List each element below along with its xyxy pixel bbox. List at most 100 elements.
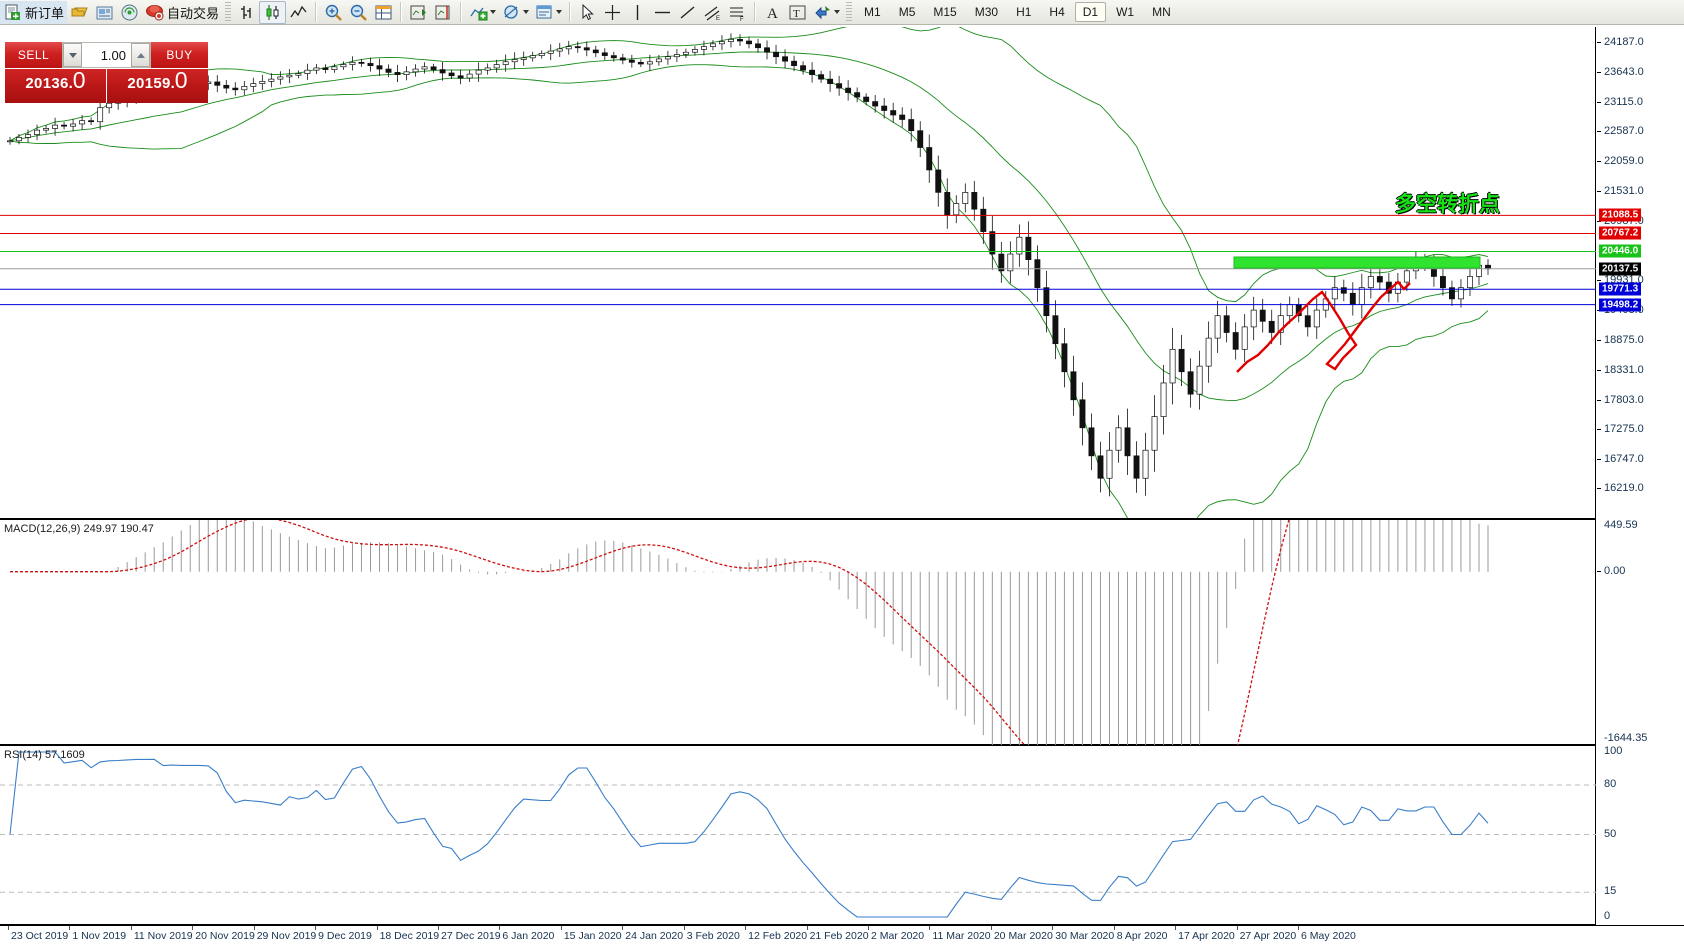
signal-button[interactable] (117, 1, 142, 24)
timeframe-h1[interactable]: H1 (1016, 5, 1032, 19)
auto-scroll-icon (410, 5, 427, 19)
chevron-down-icon[interactable] (490, 10, 497, 14)
sell-button[interactable]: SELL (5, 42, 62, 68)
chevron-down-icon[interactable] (523, 10, 530, 14)
vline-tool-button[interactable] (625, 1, 650, 24)
zoom-in-button[interactable] (321, 1, 346, 24)
chevron-up-icon (136, 52, 145, 58)
macd-histogram (117, 520, 1489, 745)
arrows-tool-button[interactable] (810, 1, 843, 24)
axis-tick (1597, 131, 1601, 133)
chart-shift-button[interactable] (431, 1, 456, 24)
crosshair-tool-button[interactable] (600, 1, 625, 24)
auto-scroll-button[interactable] (406, 1, 431, 24)
axis-tick (1597, 72, 1601, 74)
macd-axis-label: 449.59 (1604, 519, 1638, 531)
price-tag-support-blue[interactable]: 19771.3 (1599, 282, 1642, 296)
buy-price-decimal: 0 (174, 67, 188, 93)
fibonacci-tool-button[interactable]: F (725, 1, 750, 24)
time-axis-label: 27 Apr 2020 (1239, 930, 1297, 942)
price-axis-label: 18331.0 (1604, 364, 1644, 376)
time-tick (192, 926, 194, 930)
chevron-down-icon[interactable] (556, 10, 563, 14)
sell-price-display[interactable]: 20136 . 0 (5, 69, 106, 103)
text-icon: A (767, 6, 778, 22)
line-chart-button[interactable] (286, 1, 311, 24)
bar-chart-button[interactable] (234, 1, 259, 24)
rsi-line (9, 751, 1489, 918)
price-axis[interactable]: 24187.0 23643.0 23115.0 22587.0 22059.0 21531… (1597, 27, 1684, 519)
bollinger-band-lower (9, 64, 1489, 518)
autotrade-button[interactable]: 自动交易 (142, 1, 222, 24)
arrows-icon (815, 5, 831, 19)
timeframe-d1[interactable]: D1 (1074, 2, 1107, 22)
axis-tick (1597, 161, 1601, 163)
timeframe-mn[interactable]: MN (1152, 5, 1171, 19)
time-axis-label: 27 Dec 2019 (441, 930, 501, 942)
time-axis-label: 11 Mar 2020 (932, 930, 991, 942)
rsi-indicator-pane[interactable]: RSI(14) 57.1609 (0, 745, 1596, 925)
time-axis-label: 17 Apr 2020 (1178, 930, 1235, 942)
price-tag-resistance[interactable]: 20767.2 (1599, 226, 1642, 240)
price-axis-label: 23643.0 (1604, 66, 1644, 79)
lot-increment-button[interactable] (131, 43, 150, 67)
timeframe-m5[interactable]: M5 (898, 5, 916, 19)
axis-tick (1597, 488, 1601, 490)
trendline-tool-button[interactable] (675, 1, 700, 24)
time-axis-label: 18 Dec 2019 (379, 930, 440, 942)
zigzag-drawing (1236, 280, 1411, 373)
lot-size-input[interactable]: 1.00 (82, 43, 131, 67)
toolbar-grip[interactable] (225, 2, 232, 22)
macd-plot (10, 520, 1489, 745)
time-tick (990, 926, 992, 930)
hline-icon (655, 11, 671, 13)
text-tool-button[interactable]: A (760, 1, 785, 24)
price-tag-resistance[interactable]: 21088.5 (1599, 208, 1642, 222)
buy-price-dot: . (170, 75, 175, 92)
timeframe-grip[interactable] (846, 2, 853, 22)
cursor-tool-button[interactable] (575, 1, 600, 24)
price-tag-last-price[interactable]: 20137.5 (1599, 262, 1642, 276)
time-axis[interactable]: 23 Oct 2019 1 Nov 2019 11 Nov 2019 20 Nov 2… (0, 925, 1684, 945)
buy-button[interactable]: BUY (151, 42, 208, 68)
axis-tick (1597, 570, 1601, 572)
rsi-axis: 100 80 50 15 0 (1597, 745, 1684, 925)
timeframe-m30[interactable]: M30 (974, 5, 999, 19)
chart-annotation-text[interactable]: 多空转折点 (1395, 192, 1500, 216)
chevron-down-icon[interactable] (834, 10, 841, 14)
lot-decrement-button[interactable] (63, 43, 82, 67)
equidistant-channel-button[interactable]: E (700, 1, 725, 24)
price-tag-support-blue[interactable]: 19498.2 (1599, 298, 1642, 312)
candlestick-chart-button[interactable] (259, 0, 287, 24)
timeframe-h4[interactable]: H4 (1049, 5, 1065, 19)
objects-button[interactable] (499, 1, 532, 24)
buy-price-display[interactable]: 20159 . 0 (107, 69, 208, 103)
axis-tick (1597, 429, 1601, 431)
timeframe-w1[interactable]: W1 (1116, 5, 1135, 19)
news-button[interactable] (92, 1, 117, 24)
timeframe-m15[interactable]: M15 (933, 5, 957, 19)
text-label-tool-button[interactable]: T (785, 1, 810, 24)
main-price-chart[interactable] (0, 27, 1596, 519)
templates-button[interactable] (532, 1, 565, 24)
time-axis-label: 6 Jan 2020 (502, 930, 555, 942)
indicators-icon (470, 7, 488, 20)
chevron-down-icon (68, 52, 77, 58)
price-tag-support-green[interactable]: 20446.0 (1599, 244, 1642, 258)
time-axis-label: 30 Mar 2020 (1055, 930, 1115, 942)
zoom-out-button[interactable] (346, 1, 371, 24)
buy-price-main: 20159 (127, 75, 171, 92)
axis-tick (1597, 280, 1601, 282)
hline-tool-button[interactable] (650, 1, 675, 24)
lot-size-stepper[interactable]: 1.00 (62, 42, 151, 68)
timeframe-m1[interactable]: M1 (864, 5, 881, 19)
data-window-button[interactable] (371, 1, 396, 24)
autotrade-icon (146, 4, 164, 20)
indicators-button[interactable] (466, 1, 499, 24)
one-click-trading-panel: SELL 1.00 BUY 20136 . 0 20159 . 0 (5, 42, 208, 103)
macd-indicator-pane[interactable]: MACD(12,26,9) 249.97 190.47 (0, 519, 1596, 745)
folder-button[interactable] (67, 1, 92, 24)
equidistant-channel-icon: E (704, 6, 720, 22)
macd-axis-label: -1644.35 (1604, 732, 1648, 744)
new-order-button[interactable]: 新订单 (0, 0, 68, 24)
